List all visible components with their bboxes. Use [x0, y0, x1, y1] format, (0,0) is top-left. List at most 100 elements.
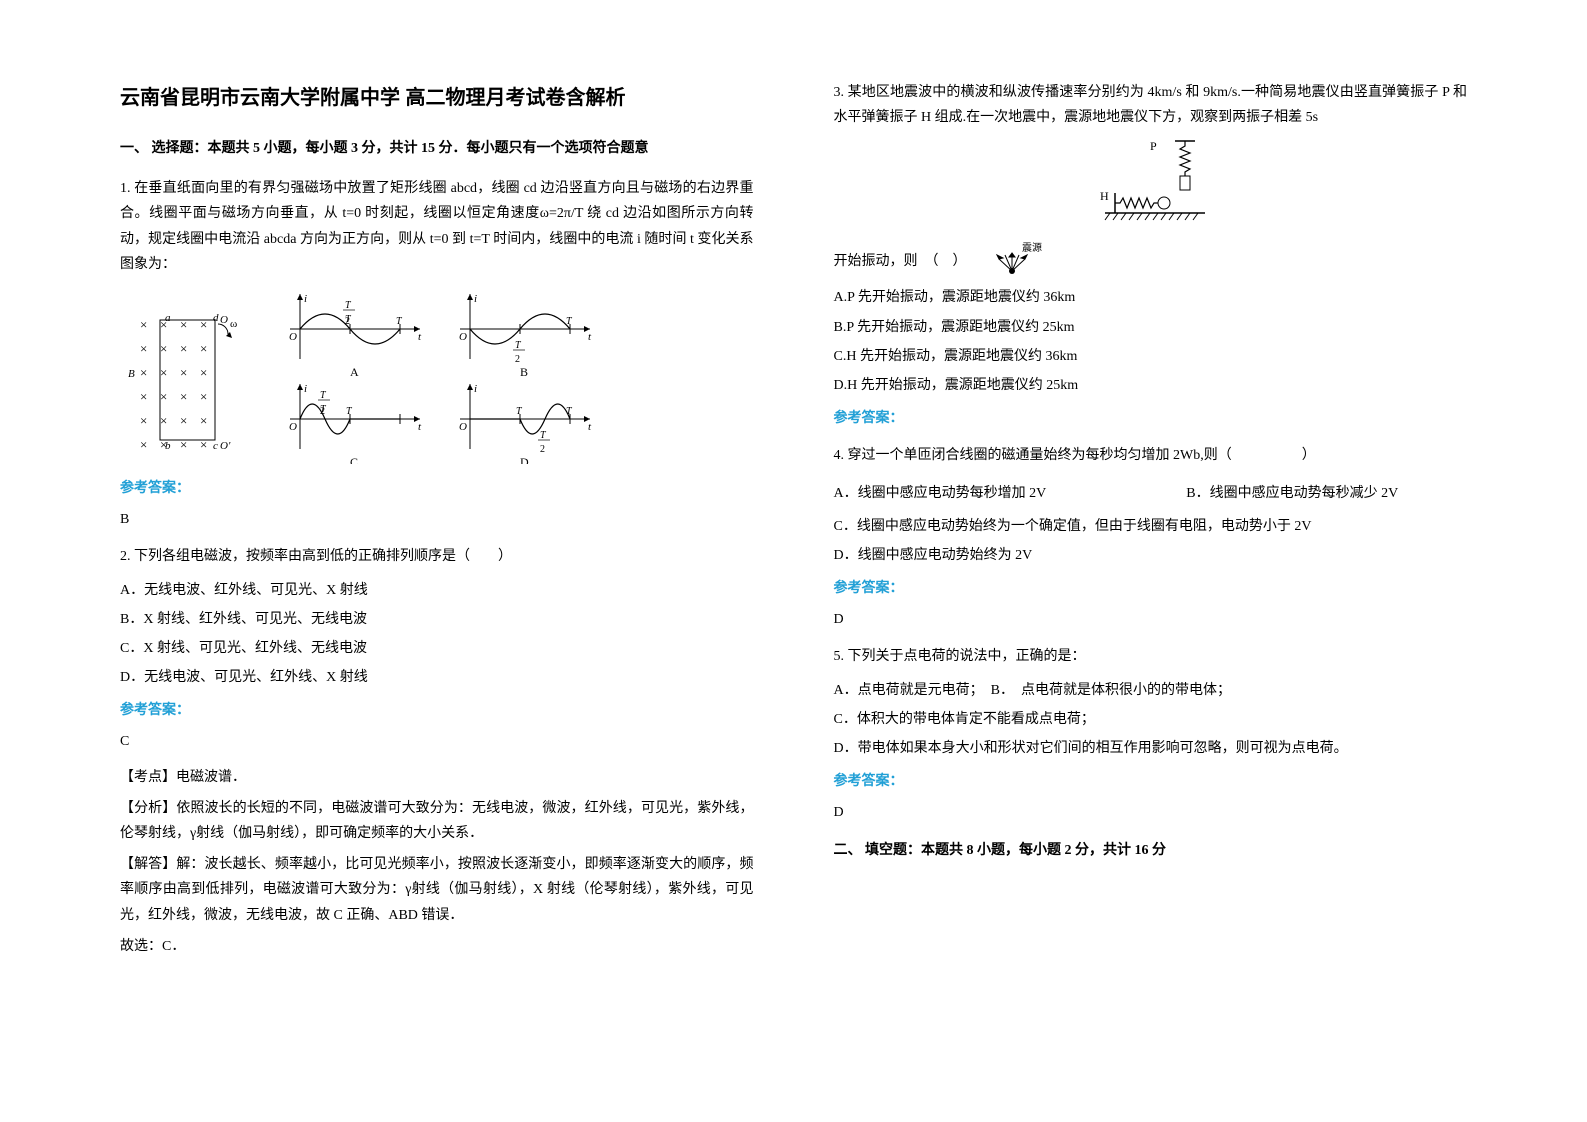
svg-text:×: ×	[140, 437, 147, 452]
svg-text:2: 2	[320, 406, 325, 417]
svg-text:×: ×	[140, 341, 147, 356]
svg-text:T: T	[396, 316, 403, 327]
q5-text: 5. 下列关于点电荷的说法中，正确的是：	[834, 644, 1468, 669]
svg-text:×: ×	[200, 341, 207, 356]
question-1: 1. 在垂直纸面向里的有界匀强磁场中放置了矩形线圈 abcd，线圈 cd 边沿竖…	[120, 176, 754, 532]
q1-text: 1. 在垂直纸面向里的有界匀强磁场中放置了矩形线圈 abcd，线圈 cd 边沿竖…	[120, 176, 754, 277]
svg-text:2: 2	[540, 444, 545, 455]
svg-text:×: ×	[200, 437, 207, 452]
svg-text:×: ×	[200, 365, 207, 380]
q4-answer: D	[834, 607, 1468, 632]
svg-text:T: T	[540, 430, 547, 441]
svg-text:t: t	[418, 421, 422, 433]
q4-optD: D．线圈中感应电动势始终为 2V	[834, 543, 1468, 568]
q2-answer: C	[120, 729, 754, 754]
question-5: 5. 下列关于点电荷的说法中，正确的是： A．点电荷就是元电荷； B． 点电荷就…	[834, 644, 1468, 825]
svg-text:d: d	[213, 312, 219, 324]
q3-answer-label: 参考答案：	[834, 406, 1468, 431]
question-4: 4. 穿过一个单匝闭合线圈的磁通量始终为每秒均匀增加 2Wb,则（ ） A．线圈…	[834, 443, 1468, 632]
svg-text:i: i	[304, 293, 307, 305]
q2-optD: D．无线电波、可见光、红外线、X 射线	[120, 665, 754, 690]
svg-text:T: T	[320, 390, 327, 401]
svg-text:T: T	[345, 300, 352, 311]
svg-text:T: T	[346, 406, 353, 417]
svg-text:2: 2	[515, 354, 520, 365]
q4-text: 4. 穿过一个单匝闭合线圈的磁通量始终为每秒均匀增加 2Wb,则（ ）	[834, 443, 1468, 468]
svg-text:O': O'	[220, 440, 231, 452]
svg-text:C: C	[350, 455, 358, 464]
q2-answer-label: 参考答案：	[120, 698, 754, 723]
svg-text:i: i	[304, 383, 307, 395]
svg-text:P: P	[1150, 139, 1157, 153]
q4-optA: A．线圈中感应电动势每秒增加 2V	[834, 481, 1047, 506]
q2-jieda: 【解答】解：波长越长、频率越小，比可见光频率小，按照波长逐渐变小，即频率逐渐变大…	[120, 852, 754, 928]
q4-answer-label: 参考答案：	[834, 576, 1468, 601]
svg-text:×: ×	[160, 365, 167, 380]
svg-text:×: ×	[160, 317, 167, 332]
svg-text:t: t	[588, 331, 592, 343]
q2-kaodian: 【考点】电磁波谱．	[120, 765, 754, 790]
svg-text:×: ×	[160, 413, 167, 428]
svg-text:T: T	[566, 406, 573, 417]
svg-text:×: ×	[180, 317, 187, 332]
svg-text:c: c	[213, 440, 218, 452]
svg-text:×: ×	[200, 413, 207, 428]
svg-text:t: t	[588, 421, 592, 433]
q1-answer: B	[120, 507, 754, 532]
svg-text:D: D	[520, 455, 529, 464]
q2-optC: C．X 射线、可见光、红外线、无线电波	[120, 636, 754, 661]
svg-text:i: i	[474, 293, 477, 305]
q5-answer-label: 参考答案：	[834, 769, 1468, 794]
q5-optC: C．体积大的带电体肯定不能看成点电荷；	[834, 707, 1468, 732]
q2-optA: A．无线电波、红外线、可见光、X 射线	[120, 578, 754, 603]
svg-text:T: T	[515, 340, 522, 351]
svg-text:×: ×	[200, 389, 207, 404]
svg-text:×: ×	[160, 389, 167, 404]
svg-text:B: B	[520, 365, 528, 379]
q4-optC: C．线圈中感应电动势始终为一个确定值，但由于线圈有电阻，电动势小于 2V	[834, 514, 1468, 539]
q3-optA: A.P 先开始振动，震源距地震仪约 36km	[834, 285, 1468, 310]
section1-header: 一、 选择题：本题共 5 小题，每小题 3 分，共计 15 分．每小题只有一个选…	[120, 136, 754, 161]
svg-text:i: i	[474, 383, 477, 395]
svg-text:×: ×	[160, 341, 167, 356]
exam-title: 云南省昆明市云南大学附属中学 高二物理月考试卷含解析	[120, 80, 754, 116]
q3-source-diagram: 震源	[987, 241, 1047, 281]
q3-diagram: P H	[1050, 138, 1250, 233]
svg-text:O: O	[289, 331, 297, 343]
q2-guxuan: 故选：C．	[120, 934, 754, 959]
svg-text:×: ×	[160, 437, 167, 452]
svg-text:H: H	[1100, 189, 1109, 203]
q3-optB: B.P 先开始振动，震源距地震仪约 25km	[834, 315, 1468, 340]
svg-text:×: ×	[180, 437, 187, 452]
svg-text:ω: ω	[230, 318, 237, 330]
q2-text: 2. 下列各组电磁波，按频率由高到低的正确排列顺序是（ ）	[120, 544, 754, 569]
q5-optD: D．带电体如果本身大小和形状对它们间的相互作用影响可忽略，则可视为点电荷。	[834, 736, 1468, 761]
question-2: 2. 下列各组电磁波，按频率由高到低的正确排列顺序是（ ） A．无线电波、红外线…	[120, 544, 754, 959]
q1-diagram: a d ω B b c O O' ×××× ××××	[120, 289, 754, 464]
svg-text:×: ×	[200, 317, 207, 332]
q5-optAB: A．点电荷就是元电荷； B． 点电荷就是体积很小的的带电体；	[834, 678, 1468, 703]
svg-text:×: ×	[140, 365, 147, 380]
q5-answer: D	[834, 800, 1468, 825]
question-3: 3. 某地区地震波中的横波和纵波传播速率分别约为 4km/s 和 9km/s.一…	[834, 80, 1468, 431]
svg-text:O: O	[289, 421, 297, 433]
q3-optC: C.H 先开始振动，震源距地震仪约 36km	[834, 344, 1468, 369]
svg-text:B: B	[128, 368, 135, 380]
svg-text:×: ×	[140, 389, 147, 404]
svg-text:A: A	[350, 365, 359, 379]
svg-text:震源: 震源	[1022, 241, 1042, 254]
svg-text:×: ×	[140, 317, 147, 332]
svg-text:×: ×	[180, 413, 187, 428]
section2-header: 二、 填空题：本题共 8 小题，每小题 2 分，共计 16 分	[834, 838, 1468, 863]
svg-text:×: ×	[140, 413, 147, 428]
svg-text:2: 2	[345, 316, 350, 327]
q3-text: 3. 某地区地震波中的横波和纵波传播速率分别约为 4km/s 和 9km/s.一…	[834, 80, 1468, 130]
q3-midtext: 开始振动，则 （ ）	[834, 249, 967, 274]
svg-text:T: T	[566, 316, 573, 327]
q4-optB: B．线圈中感应电动势每秒减少 2V	[1186, 481, 1398, 506]
svg-text:t: t	[418, 331, 422, 343]
q2-optB: B．X 射线、红外线、可见光、无线电波	[120, 607, 754, 632]
svg-text:T: T	[516, 406, 523, 417]
svg-text:×: ×	[180, 389, 187, 404]
q3-optD: D.H 先开始振动，震源距地震仪约 25km	[834, 373, 1468, 398]
